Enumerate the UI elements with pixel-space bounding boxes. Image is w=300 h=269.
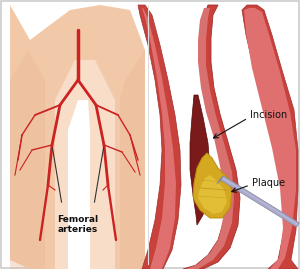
Polygon shape	[10, 5, 145, 269]
Polygon shape	[221, 176, 299, 227]
Polygon shape	[190, 95, 210, 225]
Polygon shape	[186, 8, 234, 269]
Polygon shape	[183, 5, 240, 269]
Text: Plaque: Plaque	[252, 178, 285, 188]
Polygon shape	[242, 5, 298, 269]
Polygon shape	[10, 50, 45, 269]
Polygon shape	[198, 175, 227, 214]
Polygon shape	[222, 177, 298, 225]
Polygon shape	[142, 8, 176, 269]
Polygon shape	[120, 50, 145, 269]
Text: Femoral
arteries: Femoral arteries	[57, 215, 99, 234]
Polygon shape	[244, 8, 296, 269]
Polygon shape	[193, 153, 232, 218]
Polygon shape	[217, 176, 223, 184]
Polygon shape	[55, 60, 115, 269]
Text: Incision: Incision	[250, 110, 287, 120]
Polygon shape	[138, 5, 181, 269]
Polygon shape	[68, 100, 90, 269]
